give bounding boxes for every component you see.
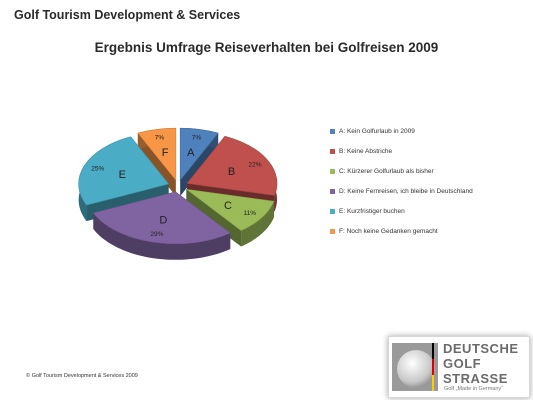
slice-e-letter: E	[119, 169, 126, 181]
legend-item-e: E: Kurzfristiger buchen	[330, 208, 530, 216]
slice-e	[78, 136, 170, 206]
chart-title: Ergebnis Umfrage Reiseverhalten bei Golf…	[94, 40, 439, 55]
golf-ball-flag-icon	[392, 343, 438, 391]
legend-item-a: A: Kein Golfurlaub in 2009	[330, 128, 530, 136]
legend-item-b: B: Keine Abstriche	[330, 148, 530, 156]
logo-text-line3: STRASSE	[443, 371, 508, 386]
slice-d-value: 29%	[150, 231, 163, 238]
slice-e-value: 25%	[91, 166, 104, 173]
chart-legend: A: Kein Golfurlaub in 2009 B: Keine Abstr…	[330, 128, 530, 248]
slice-c-value: 11%	[244, 210, 257, 217]
legend-label: C: Kürzerer Golfurlaub als bisher	[339, 168, 434, 175]
slice-f-value: 7%	[155, 134, 165, 141]
slice-f-wall-0	[137, 132, 176, 197]
pie-tops	[78, 127, 278, 245]
legend-swatch	[330, 209, 335, 214]
slice-d-side	[93, 213, 231, 260]
slice-c-side	[241, 201, 274, 247]
slice-b	[186, 135, 278, 196]
legend-label: B: Keine Abstriche	[339, 148, 393, 155]
slice-b-letter: B	[228, 166, 235, 178]
slice-f	[137, 127, 177, 181]
legend-item-f: F: Noch keine Gedanken gemacht	[330, 228, 530, 236]
company-name: Golf Tourism Development & Services	[14, 8, 241, 22]
slice-a	[179, 127, 219, 181]
copyright-notice: © Golf Tourism Development & Services 20…	[26, 373, 138, 379]
legend-label: D: Keine Fernreisen, ich bleibe in Deuts…	[339, 188, 473, 195]
logo-tagline: Golf „Made in Germany“	[444, 386, 503, 392]
legend-label: F: Noch keine Gedanken gemacht	[339, 228, 438, 235]
slice-b-value: 22%	[249, 161, 262, 168]
pie-labels: A 7% B 22% C 11% D 29% E 25% F 7%	[91, 134, 261, 238]
logo-text-line2: GOLF	[443, 356, 482, 371]
slice-d	[92, 191, 231, 245]
slice-d-letter: D	[159, 215, 167, 227]
deutsche-golf-strasse-logo: DEUTSCHE GOLF STRASSE Golf „Made in Germ…	[388, 336, 530, 398]
logo-text-line1: DEUTSCHE	[443, 341, 519, 356]
slice-a-letter: A	[187, 147, 195, 159]
legend-swatch	[330, 129, 335, 134]
legend-item-d: D: Keine Fernreisen, ich bleibe in Deuts…	[330, 188, 530, 196]
legend-swatch	[330, 229, 335, 234]
legend-swatch	[330, 169, 335, 174]
slice-c-letter: C	[224, 200, 232, 212]
slice-a-value: 7%	[192, 134, 202, 141]
legend-item-c: C: Kürzerer Golfurlaub als bisher	[330, 168, 530, 176]
legend-label: A: Kein Golfurlaub in 2009	[339, 128, 415, 135]
slice-f-letter: F	[162, 147, 169, 159]
legend-swatch	[330, 149, 335, 154]
legend-swatch	[330, 189, 335, 194]
legend-label: E: Kurzfristiger buchen	[339, 208, 405, 215]
slice-c	[185, 188, 275, 231]
